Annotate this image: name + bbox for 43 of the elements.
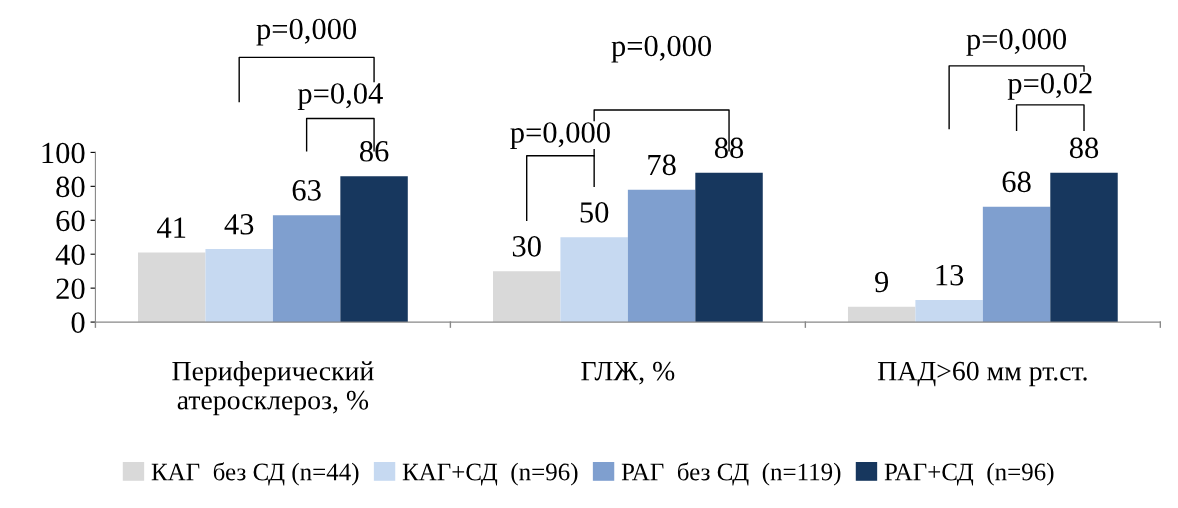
y-tick-label: 20: [56, 278, 85, 300]
y-tick-label: 40: [55, 244, 85, 266]
text: p=0,000: [256, 18, 357, 46]
data-label: 30: [512, 236, 541, 257]
data-label: 13: [936, 264, 964, 286]
bar: [982, 206, 1051, 323]
text: p=0,02: [1007, 72, 1092, 100]
bar: [560, 237, 628, 323]
data-label: 63: [292, 180, 321, 201]
data-label: 43: [224, 214, 254, 235]
text: p=0,04: [297, 83, 383, 110]
x-tick-label: Периферический атеросклероз, %: [172, 360, 374, 416]
data-label: 78: [648, 154, 676, 176]
text: p=0,000: [611, 35, 712, 63]
bar: [915, 300, 983, 323]
bar: [272, 215, 341, 323]
legend-label: КАГ+СД (n=96): [402, 462, 578, 486]
x-tick-label: ПАД>60 мм рт.ст.: [877, 361, 1087, 387]
legend-label: КАГ без СД (n=44): [151, 462, 359, 486]
bar: [1050, 172, 1118, 323]
bar: [695, 172, 763, 323]
data-label: 50: [580, 202, 609, 223]
bar: [847, 306, 916, 323]
data-label: 86: [359, 140, 389, 162]
y-tick-label: 100: [42, 142, 85, 164]
data-label: 9: [875, 271, 889, 293]
data-label: 88: [1069, 137, 1099, 159]
bar: [340, 176, 408, 323]
x-tick-label: ГЛЖ, %: [581, 361, 675, 385]
data-label: 88: [714, 137, 744, 159]
text: p=0,000: [966, 28, 1067, 56]
y-tick-label: 60: [56, 210, 85, 232]
bar: [627, 189, 696, 323]
bar: [205, 249, 273, 323]
legend-label: РАГ без СД (n=119): [621, 462, 841, 486]
data-label: 41: [157, 217, 186, 238]
bar: [492, 271, 561, 323]
text: p=0,000: [510, 122, 610, 150]
bar: [138, 252, 206, 323]
y-tick-label: 80: [56, 176, 85, 198]
legend-label: РАГ+СД (n=96): [884, 462, 1054, 486]
y-tick-label: 0: [71, 312, 85, 333]
data-label: 68: [1002, 171, 1031, 193]
